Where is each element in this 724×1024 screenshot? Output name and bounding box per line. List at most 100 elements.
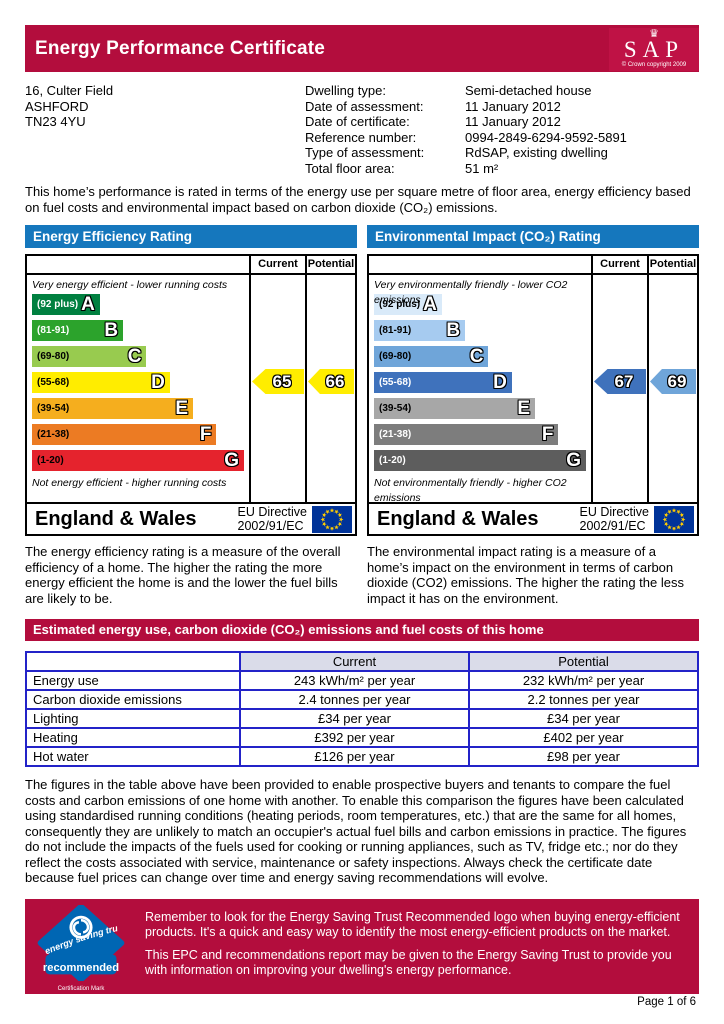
region-label: England & Wales <box>35 507 197 530</box>
page-number: Page 1 of 6 <box>637 996 696 1008</box>
row-label: Heating <box>25 727 241 748</box>
detail-row: Reference number: 0994-2849-6294-9592-589… <box>305 130 699 146</box>
current-column-header: Current <box>591 256 647 273</box>
crown-icon: ♛ <box>649 28 659 40</box>
rating-band-e: (39-54) E <box>32 398 194 419</box>
potential-rating-arrow: 69 <box>650 369 696 394</box>
certification-mark-label: Certification Mark <box>57 985 105 992</box>
chart-footer: England & Wales EU Directive 2002/91/EC <box>367 502 699 536</box>
potential-value: 232 kWh/m² per year <box>468 670 699 691</box>
current-value: £392 per year <box>239 727 470 748</box>
current-rating-column: 67 <box>591 275 647 502</box>
detail-row: Date of certificate: 11 January 2012 <box>305 114 699 130</box>
potential-rating-column: 66 <box>305 275 355 502</box>
rating-charts: Energy Efficiency Rating Current Potenti… <box>25 225 699 606</box>
table-row: Energy use 243 kWh/m² per year 232 kWh/m… <box>25 670 699 691</box>
detail-value: RdSAP, existing dwelling <box>465 145 608 160</box>
potential-value: £34 per year <box>468 708 699 729</box>
estimates-section-title: Estimated energy use, carbon dioxide (CO… <box>25 619 699 641</box>
table-row: Carbon dioxide emissions 2.4 tonnes per … <box>25 689 699 710</box>
eu-flag-icon <box>312 505 352 533</box>
eu-directive-label: EU Directive 2002/91/EC <box>237 505 307 533</box>
detail-label: Total floor area: <box>305 160 395 176</box>
address-line: 16, Culter Field <box>25 83 114 98</box>
chart-body: Very energy efficient - lower running co… <box>27 275 355 502</box>
figures-note-paragraph: The figures in the table above have been… <box>25 777 687 885</box>
rating-band-c: (69-80) C <box>32 346 147 367</box>
detail-row: Date of assessment: 11 January 2012 <box>305 99 699 115</box>
est-banner-text: Remember to look for the Energy Saving T… <box>137 899 699 994</box>
detail-value: 11 January 2012 <box>465 114 561 129</box>
detail-label: Dwelling type: <box>305 83 386 98</box>
dwelling-details: Dwelling type: Semi-detached house Date o… <box>305 83 699 176</box>
table-row: Lighting £34 per year £34 per year <box>25 708 699 729</box>
region-label: England & Wales <box>377 507 539 530</box>
potential-value: £402 per year <box>468 727 699 748</box>
detail-value: Semi-detached house <box>465 83 592 98</box>
estimates-table: Current Potential Energy use 243 kWh/m² … <box>25 651 699 767</box>
energy-saving-trust-logo: energy saving trust recommended Certific… <box>25 897 137 994</box>
detail-value: 0994-2849-6294-9592-5891 <box>465 129 627 145</box>
property-section: 16, Culter Field ASHFORD TN23 4YU Dwelli… <box>25 83 699 176</box>
potential-rating-column: 69 <box>647 275 697 502</box>
empty-header-cell <box>25 651 241 672</box>
detail-row: Total floor area: 51 m² <box>305 161 699 177</box>
rating-band-b: (81-91) B <box>32 320 124 341</box>
property-address: 16, Culter Field ASHFORD TN23 4YU <box>25 83 305 176</box>
top-caption: Very energy efficient - lower running co… <box>32 279 228 291</box>
detail-value: 11 January 2012 <box>465 98 561 114</box>
energy-efficiency-panel: Energy Efficiency Rating Current Potenti… <box>25 225 357 606</box>
potential-column-header: Potential <box>468 651 699 672</box>
intro-paragraph: This home’s performance is rated in term… <box>25 184 691 215</box>
potential-value: 2.2 tonnes per year <box>468 689 699 710</box>
est-recommended-icon: energy saving trust recommended <box>33 897 125 982</box>
energy-efficiency-title: Energy Efficiency Rating <box>25 225 357 248</box>
rating-band-a: (92 plus) A <box>32 294 100 315</box>
sap-logo-text: SAP <box>623 37 685 62</box>
detail-label: Date of assessment: <box>305 98 424 114</box>
energy-efficiency-description: The energy efficiency rating is a measur… <box>25 544 341 606</box>
table-row: Heating £392 per year £402 per year <box>25 727 699 748</box>
header-band: Energy Performance Certificate ♛ SAP © C… <box>25 25 699 72</box>
potential-column-header: Potential <box>305 256 355 273</box>
svg-text:recommended: recommended <box>43 962 119 974</box>
environmental-impact-chart: Current Potential Very environmentally f… <box>367 254 699 504</box>
bands-area: Very energy efficient - lower running co… <box>27 275 249 502</box>
row-label: Carbon dioxide emissions <box>25 689 241 710</box>
sap-copyright: © Crown copyright 2009 <box>621 62 687 68</box>
eu-directive-label: EU Directive 2002/91/EC <box>579 505 649 533</box>
row-label: Hot water <box>25 746 241 767</box>
address-line: ASHFORD <box>25 98 89 114</box>
top-caption: Very environmentally friendly - lower CO… <box>374 279 568 306</box>
environmental-impact-panel: Environmental Impact (CO₂) Rating Curren… <box>367 225 699 606</box>
rating-band-g: (1-20) G <box>32 450 244 471</box>
est-banner-paragraph: Remember to look for the Energy Saving T… <box>145 909 680 939</box>
detail-label: Date of certificate: <box>305 114 410 129</box>
potential-column-header: Potential <box>647 256 697 273</box>
potential-value: £98 per year <box>468 746 699 767</box>
environmental-impact-description: The environmental impact rating is a mea… <box>367 544 684 606</box>
current-column-header: Current <box>249 256 305 273</box>
detail-row: Type of assessment: RdSAP, existing dwell… <box>305 145 699 161</box>
page-title: Energy Performance Certificate <box>35 37 326 59</box>
table-header-row: Current Potential <box>25 651 699 672</box>
chart-header-spacer <box>27 256 249 273</box>
sap-logo: ♛ SAP © Crown copyright 2009 <box>609 28 699 71</box>
rating-band-a: (92 plus) A <box>374 294 442 315</box>
rating-band-c: (69-80) C <box>374 346 489 367</box>
current-column-header: Current <box>239 651 470 672</box>
chart-footer: England & Wales EU Directive 2002/91/EC <box>25 502 357 536</box>
detail-row: Dwelling type: Semi-detached house <box>305 83 699 99</box>
bands-area: Very environmentally friendly - lower CO… <box>369 275 591 504</box>
current-value: £126 per year <box>239 746 470 767</box>
rating-band-f: (21-38) F <box>32 424 217 445</box>
chart-header-row: Current Potential <box>369 256 697 275</box>
rating-band-f: (21-38) F <box>374 424 559 445</box>
current-value: 2.4 tonnes per year <box>239 689 470 710</box>
potential-rating-arrow: 66 <box>308 369 354 394</box>
chart-body: Very environmentally friendly - lower CO… <box>369 275 697 504</box>
rating-band-g: (1-20) G <box>374 450 586 471</box>
table-row: Hot water £126 per year £98 per year <box>25 746 699 767</box>
energy-saving-trust-banner: energy saving trust recommended Certific… <box>25 897 699 994</box>
